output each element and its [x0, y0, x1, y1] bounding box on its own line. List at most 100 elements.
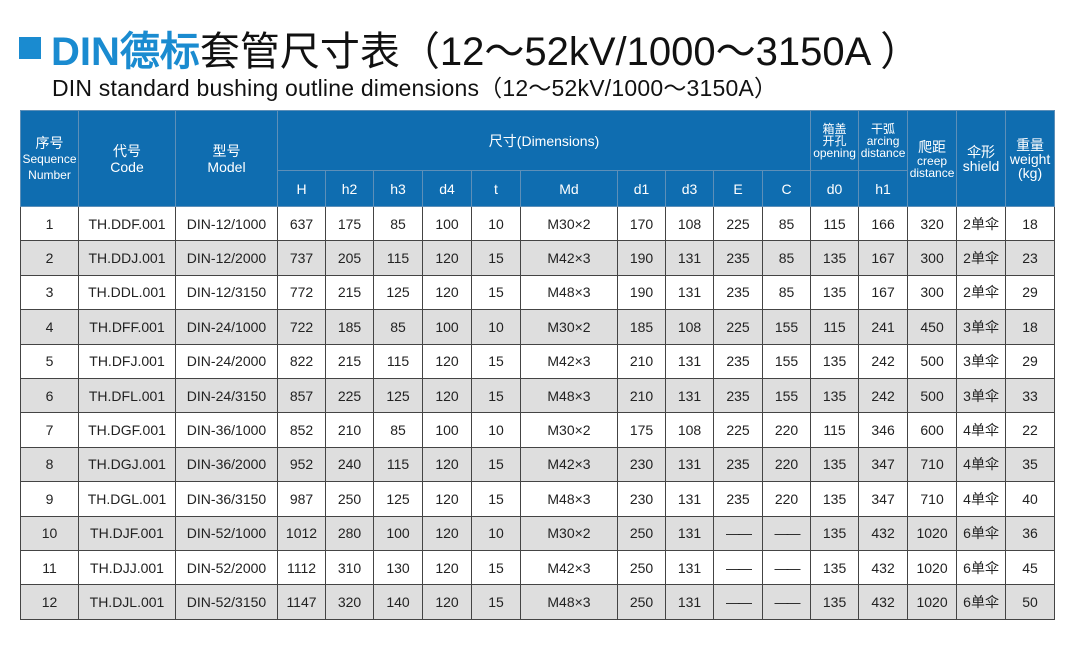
table-cell: —— [713, 584, 763, 620]
table-cell: TH.DFF.001 [78, 309, 176, 345]
table-cell: 952 [277, 446, 326, 483]
table-cell: 15 [471, 446, 521, 483]
table-cell: M48×3 [520, 584, 618, 620]
table-cell: 115 [810, 412, 860, 448]
table-cell: DIN-52/3150 [175, 584, 278, 620]
table-cell: —— [713, 515, 763, 551]
table-cell: 1147 [277, 584, 326, 620]
table-cell: 100 [422, 309, 472, 345]
table-cell: 710 [907, 481, 958, 517]
table-cell: 120 [422, 481, 472, 517]
table-cell: M30×2 [520, 205, 618, 242]
table-row: 1 TH.DDF.001 DIN-12/1000 637 175 85 100 10 M30×2… [20, 205, 1056, 242]
table-cell: 225 [713, 205, 763, 242]
table-cell: 166 [858, 205, 909, 242]
table-cell: 250 [325, 481, 374, 517]
table-row: 6 TH.DFL.001 DIN-24/3150 857 225 125 120 15 M48×… [20, 377, 1056, 414]
table-cell: 822 [277, 343, 326, 379]
table-cell: 120 [422, 549, 472, 586]
table-cell: M48×3 [520, 377, 618, 414]
square-bullet-icon [19, 37, 41, 59]
table-cell: 230 [617, 481, 666, 517]
table-cell: 5 [20, 343, 79, 379]
table-cell: 45 [1005, 549, 1056, 586]
table-cell: 235 [713, 377, 763, 414]
table-cell: DIN-24/1000 [175, 309, 278, 345]
table-cell: 15 [471, 584, 521, 620]
table-cell: 155 [761, 309, 812, 345]
table-cell: TH.DDJ.001 [78, 240, 176, 276]
table-cell: M48×3 [520, 481, 618, 517]
table-cell: 852 [277, 412, 326, 448]
header-shield: 伞形 shield [956, 110, 1007, 207]
table-cell: 22 [1005, 412, 1056, 448]
table-cell: 115 [373, 240, 423, 276]
table-cell: 220 [761, 481, 812, 517]
table-cell: DIN-12/1000 [175, 205, 278, 242]
header-d3: d3 [665, 170, 714, 207]
table-cell: 131 [665, 515, 714, 551]
table-cell: 320 [907, 205, 958, 242]
table-cell: 235 [713, 481, 763, 517]
table-cell: 108 [665, 412, 714, 448]
table-row: 10 TH.DJF.001 DIN-52/1000 1012 280 100 120 10 M3… [20, 515, 1056, 551]
table-cell: 108 [665, 309, 714, 345]
table-cell: M30×2 [520, 515, 618, 551]
table-cell: 135 [810, 274, 860, 311]
table-cell: TH.DGL.001 [78, 481, 176, 517]
table-cell: 15 [471, 240, 521, 276]
table-cell: 4单伞 [956, 446, 1007, 483]
table-cell: DIN-36/1000 [175, 412, 278, 448]
table-cell: TH.DJF.001 [78, 515, 176, 551]
table-row: 2 TH.DDJ.001 DIN-12/2000 737 205 115 120 15 M42×… [20, 240, 1056, 276]
table-cell: TH.DDL.001 [78, 274, 176, 311]
table-cell: 242 [858, 377, 909, 414]
table-cell: TH.DFJ.001 [78, 343, 176, 379]
table-cell: 300 [907, 274, 958, 311]
table-cell: 225 [713, 412, 763, 448]
header-h2: h2 [325, 170, 374, 207]
table-cell: 40 [1005, 481, 1056, 517]
table-cell: —— [761, 549, 812, 586]
table-cell: 250 [617, 549, 666, 586]
table-cell: 10 [471, 205, 521, 242]
table-cell: 131 [665, 377, 714, 414]
table-cell: 190 [617, 240, 666, 276]
table-cell: DIN-24/2000 [175, 343, 278, 379]
table-cell: 3单伞 [956, 377, 1007, 414]
table-cell: 175 [325, 205, 374, 242]
table-cell: 33 [1005, 377, 1056, 414]
table-cell: DIN-36/3150 [175, 481, 278, 517]
table-cell: DIN-24/3150 [175, 377, 278, 414]
header-md: Md [520, 170, 618, 207]
table-cell: 6单伞 [956, 515, 1007, 551]
table-cell: 35 [1005, 446, 1056, 483]
title-rest: 套管尺寸表（12～52kV/1000～3150A ） [199, 30, 921, 74]
table-cell: M30×2 [520, 309, 618, 345]
dimensions-table: 序号 Sequence Number 代号 Code 型号 Model 尺寸(Dimen… [20, 110, 1056, 620]
table-cell: 3单伞 [956, 309, 1007, 345]
header-sequence: 序号 Sequence Number [20, 110, 79, 207]
table-cell: —— [761, 515, 812, 551]
table-cell: 230 [617, 446, 666, 483]
table-cell: 135 [810, 584, 860, 620]
table-cell: 500 [907, 343, 958, 379]
table-cell: 15 [471, 343, 521, 379]
table-cell: 10 [471, 309, 521, 345]
table-cell: 36 [1005, 515, 1056, 551]
table-cell: 710 [907, 446, 958, 483]
table-cell: 108 [665, 205, 714, 242]
table-cell: —— [713, 549, 763, 586]
table-cell: 500 [907, 377, 958, 414]
table-cell: 722 [277, 309, 326, 345]
table-cell: 250 [617, 584, 666, 620]
table-cell: 220 [761, 446, 812, 483]
table-cell: 85 [761, 205, 812, 242]
table-cell: 242 [858, 343, 909, 379]
table-cell: 85 [761, 240, 812, 276]
table-cell: 210 [617, 343, 666, 379]
table-cell: 637 [277, 205, 326, 242]
table-cell: 29 [1005, 274, 1056, 311]
table-cell: 120 [422, 343, 472, 379]
table-cell: 7 [20, 412, 79, 448]
